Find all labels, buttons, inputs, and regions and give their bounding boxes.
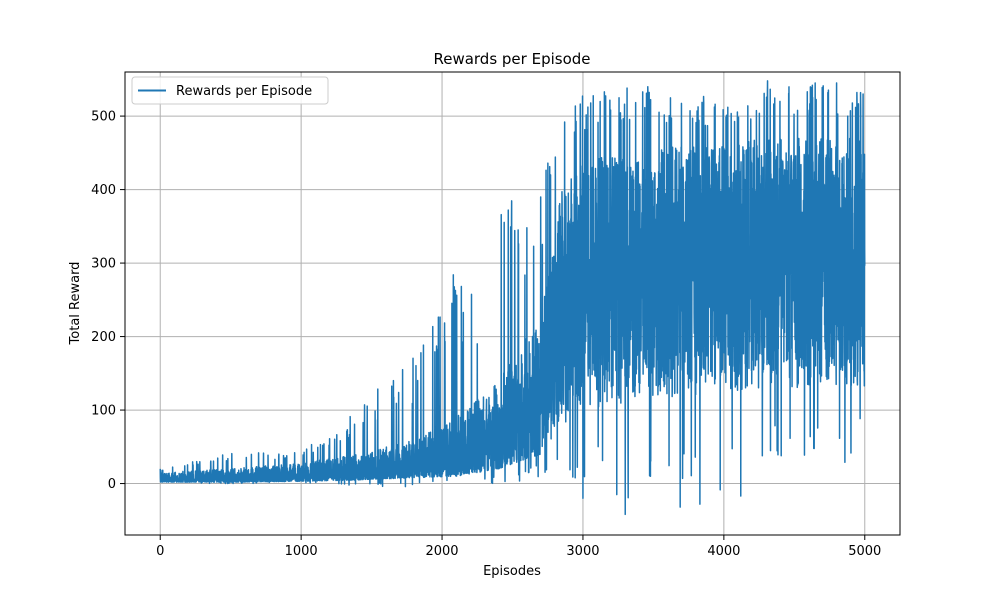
x-tick-label: 0 xyxy=(156,544,164,559)
plot-area xyxy=(159,80,866,516)
plot-frame xyxy=(124,71,901,536)
y-tick-label: 100 xyxy=(91,404,116,419)
y-axis-label: Total Reward xyxy=(68,262,83,346)
x-tick-label: 4000 xyxy=(707,544,740,559)
y-tick-label: 300 xyxy=(91,257,116,272)
y-tick-label: 500 xyxy=(91,110,116,125)
x-tick-label: 1000 xyxy=(285,544,318,559)
chart-title: Rewards per Episode xyxy=(433,50,590,68)
y-tick-label: 400 xyxy=(91,183,116,198)
y-axis: 0 100 200 300 400 500 xyxy=(91,110,125,492)
y-tick-label: 200 xyxy=(91,330,116,345)
x-tick-label: 3000 xyxy=(566,544,599,559)
legend-box xyxy=(131,76,329,105)
x-axis-label: Episodes xyxy=(483,564,541,579)
x-tick-label: 2000 xyxy=(425,544,458,559)
y-tick-label: 0 xyxy=(108,477,116,492)
x-axis: 0 1000 2000 3000 4000 5000 xyxy=(156,535,881,559)
x-tick-label: 5000 xyxy=(848,544,881,559)
legend: Rewards per Episode xyxy=(131,76,329,105)
legend-entry: Rewards per Episode xyxy=(176,84,312,99)
series-line-rewards xyxy=(159,80,866,516)
